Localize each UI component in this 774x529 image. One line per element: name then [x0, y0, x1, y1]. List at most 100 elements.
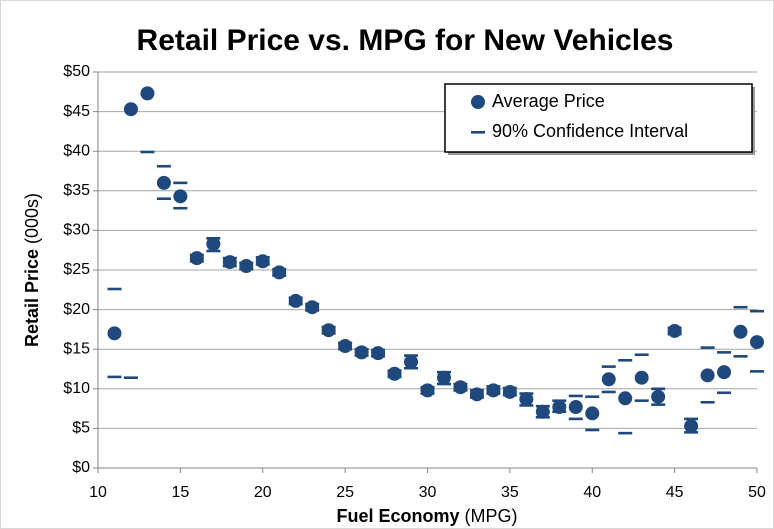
ci-dash: [750, 370, 764, 373]
average-price-point: [469, 387, 484, 402]
y-tick-label: $5: [72, 420, 90, 437]
ci-dash: [717, 351, 732, 354]
average-price-point: [156, 175, 171, 190]
x-tick-label: 50: [748, 484, 766, 501]
average-price-point: [634, 370, 649, 385]
ci-dash: [700, 400, 715, 404]
average-price-point: [387, 366, 402, 381]
average-price-point: [338, 339, 353, 354]
average-price-point: [123, 102, 138, 117]
ci-dash: [123, 376, 138, 380]
average-price-point: [733, 324, 748, 339]
average-price-point: [486, 383, 501, 398]
legend-marker: [471, 95, 485, 109]
y-tick-label: $0: [72, 459, 90, 476]
x-tick-label: 20: [254, 484, 272, 501]
average-price-point: [222, 255, 237, 270]
ci-dash: [601, 390, 616, 394]
ci-dash: [107, 375, 122, 379]
ci-dash: [750, 309, 764, 313]
average-price-point: [519, 392, 534, 407]
y-tick-label: $25: [63, 261, 90, 278]
ci-dash: [206, 249, 221, 253]
ci-dash: [733, 305, 748, 309]
average-price-point: [420, 383, 435, 398]
x-tick-label: 45: [666, 484, 684, 501]
ci-dash: [733, 355, 748, 358]
x-axis-label-main: Fuel Economy: [336, 506, 459, 526]
average-price-point: [552, 400, 567, 415]
average-price-point: [404, 354, 419, 369]
ci-dash: [601, 365, 616, 368]
average-price-point: [535, 404, 550, 419]
average-price-point: [568, 400, 583, 415]
average-price-point: [272, 265, 287, 280]
legend-marker: [471, 131, 485, 134]
y-axis-label-unit: (000s): [22, 193, 42, 244]
x-tick-label: 10: [89, 484, 107, 501]
y-tick-label: $20: [63, 301, 90, 318]
legend: Average Price 90% Confidence Interval: [444, 83, 755, 155]
ci-dash: [156, 197, 171, 201]
average-price-point: [684, 419, 699, 434]
y-tick-label: $40: [63, 142, 90, 159]
average-price-point: [700, 368, 715, 383]
average-price-point: [618, 391, 633, 406]
ci-dash: [618, 358, 633, 362]
ci-dash: [634, 399, 649, 402]
ci-dash: [684, 417, 699, 421]
average-price-point: [107, 326, 122, 341]
ci-dash: [651, 403, 666, 406]
average-price-point: [667, 323, 682, 338]
average-price-point: [651, 389, 666, 404]
average-price-point: [717, 365, 732, 380]
average-price-point: [371, 346, 386, 361]
x-tick-label: 15: [171, 484, 189, 501]
x-axis-label-unit: (MPG): [465, 506, 518, 526]
average-price-point: [354, 345, 369, 360]
ci-dash: [634, 353, 649, 357]
legend-label: Average Price: [492, 91, 605, 111]
ci-dash: [717, 391, 732, 395]
x-tick-label: 40: [583, 484, 601, 501]
average-price-point: [750, 335, 764, 350]
ci-dash: [651, 387, 666, 391]
average-price-point: [305, 300, 320, 315]
average-price-point: [453, 380, 468, 395]
ci-dash: [173, 206, 188, 210]
legend-label: 90% Confidence Interval: [492, 121, 688, 141]
ci-dash: [568, 394, 583, 398]
average-price-point: [601, 372, 616, 387]
chart-title: Retail Price vs. MPG for New Vehicles: [137, 24, 674, 57]
average-price-point: [189, 251, 204, 266]
ci-dash: [585, 428, 600, 432]
y-tick-label: $50: [63, 63, 90, 80]
average-price-point: [173, 189, 188, 204]
ci-dash: [173, 181, 188, 185]
ci-dash: [585, 395, 600, 399]
average-price-point: [288, 293, 303, 308]
average-price-point: [436, 370, 451, 385]
ci-dash: [568, 417, 583, 421]
average-price-point: [206, 236, 221, 251]
x-tick-label: 30: [419, 484, 437, 501]
average-price-point: [321, 323, 336, 338]
average-price-point: [239, 259, 254, 274]
ci-dash: [107, 287, 122, 291]
y-tick-label: $45: [63, 103, 90, 120]
average-price-point: [502, 384, 517, 399]
average-price-point: [255, 254, 270, 269]
y-tick-label: $30: [63, 222, 90, 239]
ci-dash: [618, 431, 633, 435]
y-tick-label: $10: [63, 380, 90, 397]
y-tick-label: $15: [63, 340, 90, 357]
average-price-point: [140, 86, 155, 101]
x-tick-label: 25: [336, 484, 354, 501]
x-tick-label: 35: [501, 484, 519, 501]
ci-dash: [156, 164, 171, 168]
y-tick-label: $35: [63, 182, 90, 199]
x-axis-label: Fuel Economy (MPG): [336, 506, 517, 526]
ci-dash: [140, 150, 155, 154]
